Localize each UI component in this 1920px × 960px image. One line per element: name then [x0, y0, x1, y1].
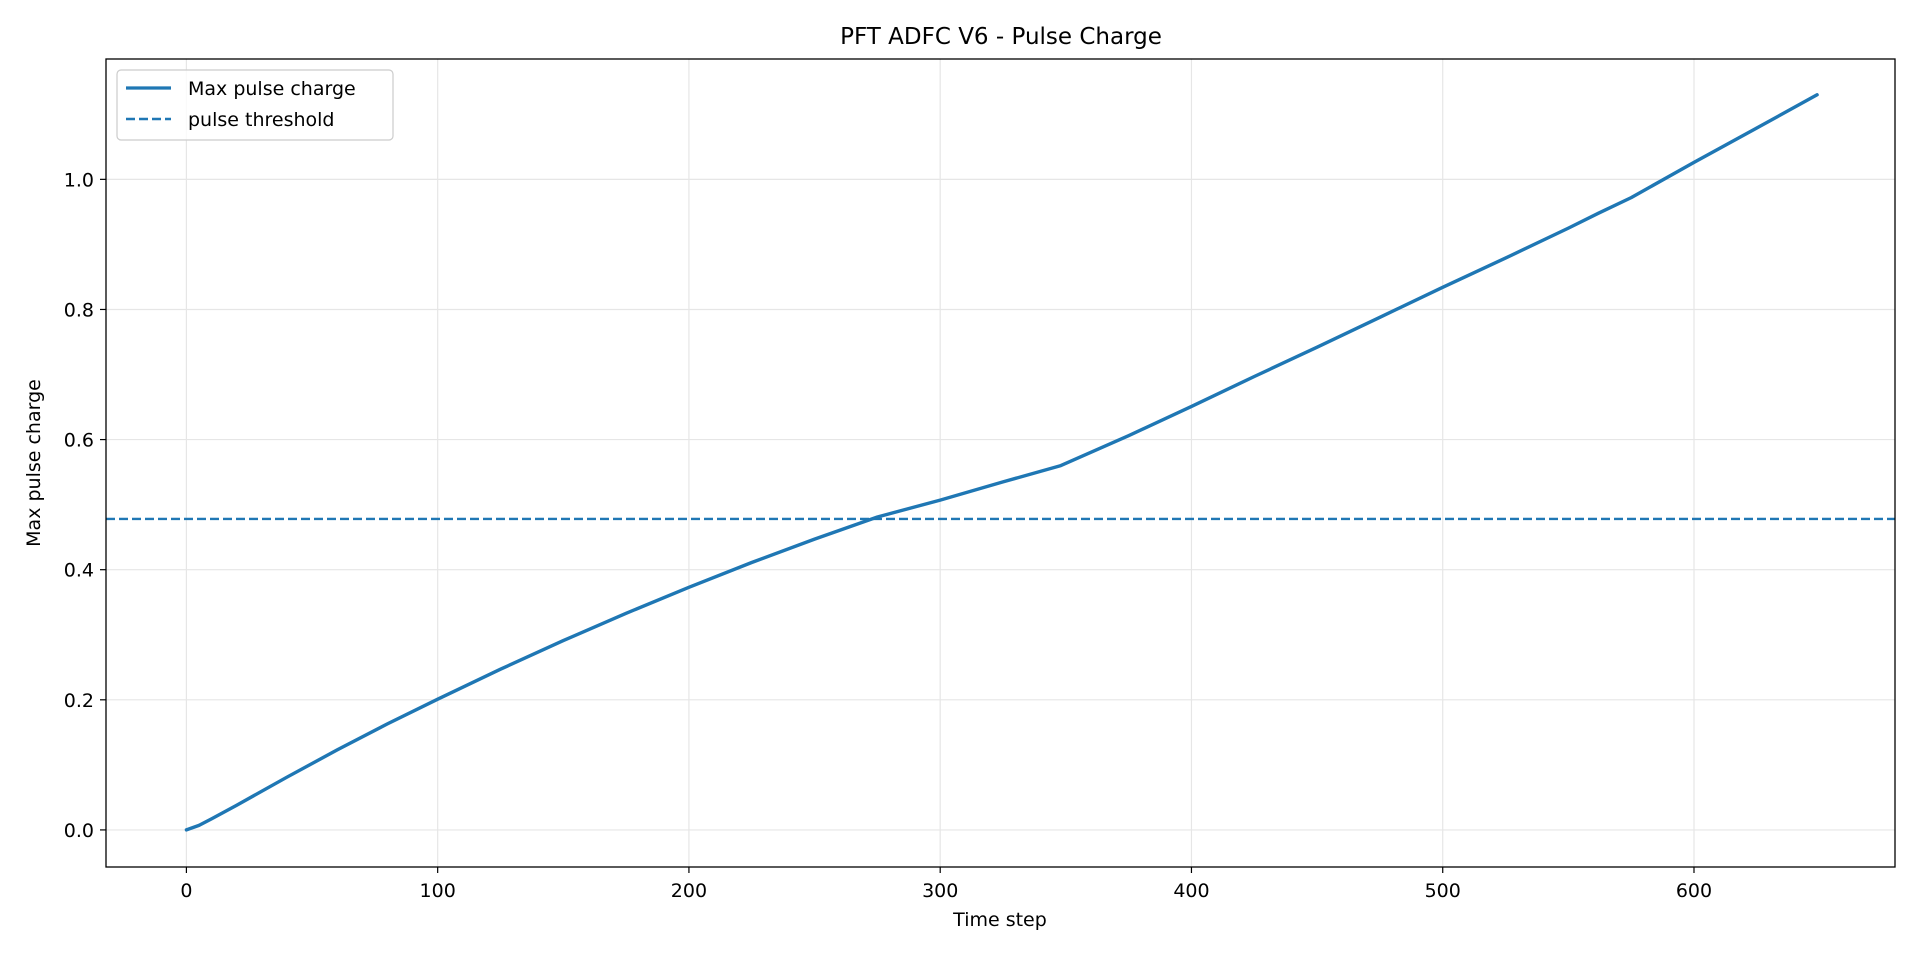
x-axis-label: Time step	[952, 909, 1047, 931]
series-line-max-pulse-charge	[184, 93, 1819, 832]
chart-title: PFT ADFC V6 - Pulse Charge	[840, 24, 1162, 50]
legend: Max pulse charge pulse threshold	[116, 69, 394, 141]
y-tick-label: 0.6	[64, 430, 94, 452]
y-tick-label: 0.2	[64, 690, 94, 712]
legend-box	[116, 69, 394, 141]
legend-label-pulse-threshold: pulse threshold	[188, 109, 335, 131]
x-axis: 0 100 200 300 400 500 600	[180, 867, 1712, 902]
x-tick-label: 0	[180, 880, 192, 902]
plot-frame	[105, 58, 1896, 868]
x-tick-label: 400	[1173, 880, 1209, 902]
x-tick-label: 200	[671, 880, 707, 902]
series-layer	[184, 93, 1819, 832]
y-axis: 0.0 0.2 0.4 0.6 0.8 1.0	[64, 169, 106, 842]
legend-label-max-pulse-charge: Max pulse charge	[188, 78, 356, 100]
grid	[106, 59, 1895, 867]
y-tick-label: 0.0	[64, 820, 94, 842]
y-tick-label: 0.8	[64, 299, 94, 321]
x-tick-label: 500	[1425, 880, 1461, 902]
x-tick-label: 100	[420, 880, 456, 902]
y-tick-label: 1.0	[64, 169, 94, 191]
x-tick-label: 600	[1676, 880, 1712, 902]
y-axis-label: Max pulse charge	[23, 379, 45, 547]
x-tick-label: 300	[922, 880, 958, 902]
y-tick-label: 0.4	[64, 560, 94, 582]
